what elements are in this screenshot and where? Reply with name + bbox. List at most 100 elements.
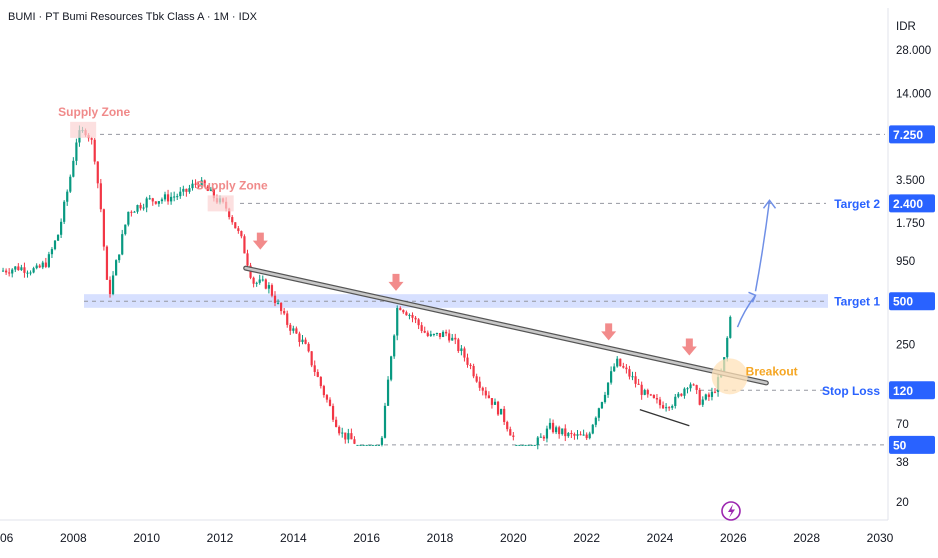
candle-body bbox=[173, 196, 176, 198]
candle-body bbox=[298, 333, 301, 342]
candle-body bbox=[307, 343, 310, 352]
target1-label: Target 1 bbox=[834, 295, 880, 309]
candle-body bbox=[240, 231, 243, 237]
overlay-layer: 7.250 50 Target 2 2.400 Target 1 500 Stop Loss… bbox=[58, 105, 935, 454]
candle-body bbox=[310, 351, 313, 366]
candle-body bbox=[683, 388, 686, 396]
candle-body bbox=[280, 302, 283, 312]
candle-body bbox=[469, 364, 472, 367]
tradingview-logo-icon[interactable] bbox=[721, 501, 741, 521]
candle-body bbox=[417, 319, 420, 326]
candle-body bbox=[512, 435, 515, 437]
candle-body bbox=[707, 394, 710, 397]
candle-body bbox=[359, 444, 362, 446]
candle-body bbox=[72, 160, 75, 177]
candle-body bbox=[341, 432, 344, 434]
candle-body bbox=[432, 333, 435, 335]
candle-body bbox=[487, 395, 490, 399]
candle-body bbox=[163, 194, 167, 200]
price-tick-label: 250 bbox=[896, 339, 915, 351]
candle-body bbox=[328, 399, 332, 406]
candle-body bbox=[154, 201, 157, 204]
candle-body bbox=[390, 356, 393, 380]
candle-body bbox=[264, 279, 267, 289]
candle-body bbox=[405, 312, 408, 316]
candle-body bbox=[509, 429, 512, 436]
candle-body bbox=[194, 183, 197, 185]
candle-body bbox=[160, 199, 164, 202]
price-tick-label: 14.000 bbox=[896, 88, 931, 100]
candle-body bbox=[548, 422, 552, 429]
candle-body bbox=[606, 382, 610, 395]
time-tick-label: 2030 bbox=[867, 531, 894, 545]
time-tick-label: 2010 bbox=[133, 531, 160, 545]
currency-label: IDR bbox=[896, 21, 916, 33]
candle-body bbox=[353, 439, 356, 444]
candle-body bbox=[197, 184, 200, 187]
resistance-trendline bbox=[244, 266, 768, 385]
time-tick-label: 2024 bbox=[647, 531, 674, 545]
candle-body bbox=[674, 396, 677, 406]
candle-body bbox=[69, 176, 72, 192]
candle-body bbox=[270, 285, 274, 296]
down-arrow-icon bbox=[601, 323, 617, 341]
candle-body bbox=[32, 268, 35, 273]
candle-body bbox=[20, 267, 23, 271]
breakout-circle bbox=[711, 358, 748, 395]
candle-body bbox=[295, 328, 298, 334]
candle-body bbox=[729, 316, 732, 338]
candle-body bbox=[414, 317, 417, 320]
candle-body bbox=[151, 198, 154, 202]
candle-body bbox=[490, 398, 494, 405]
candle-body bbox=[661, 405, 665, 409]
candle-body bbox=[701, 399, 704, 405]
time-tick-label: 2022 bbox=[573, 531, 600, 545]
projection-arrow-2 bbox=[754, 200, 771, 292]
candle-body bbox=[26, 272, 29, 274]
candle-body bbox=[402, 310, 405, 313]
candle-body bbox=[75, 142, 78, 161]
down-arrow-icon bbox=[388, 273, 404, 291]
chart-title: BUMI · PT Bumi Resources Tbk Class A · 1… bbox=[8, 11, 258, 23]
candle-body bbox=[105, 246, 109, 280]
candle-body bbox=[66, 191, 69, 202]
candle-body bbox=[206, 186, 209, 191]
candle-body bbox=[209, 189, 212, 191]
candle-body bbox=[671, 405, 674, 408]
price-tick-label: 3.500 bbox=[896, 175, 925, 187]
time-tick-label: 2028 bbox=[793, 531, 820, 545]
candle-body bbox=[634, 376, 637, 384]
candle-body bbox=[399, 308, 402, 311]
candle-body bbox=[567, 433, 570, 437]
candle-body bbox=[564, 428, 567, 437]
candle-body bbox=[371, 444, 374, 446]
candle-body bbox=[347, 433, 350, 440]
candle-body bbox=[203, 180, 206, 187]
target2-label: Target 2 bbox=[834, 197, 880, 211]
candle-body bbox=[142, 207, 145, 209]
candle-body bbox=[17, 266, 20, 271]
candle-body bbox=[38, 265, 41, 268]
candle-body bbox=[200, 180, 203, 187]
candle-body bbox=[99, 183, 102, 210]
candle-body bbox=[396, 308, 399, 336]
candle-body bbox=[365, 444, 368, 446]
candle-body bbox=[170, 196, 173, 202]
candle-body bbox=[625, 367, 628, 370]
time-tick-label: 2014 bbox=[280, 531, 307, 545]
time-tick-label: 2018 bbox=[427, 531, 454, 545]
candle-body bbox=[124, 224, 127, 235]
candle-body bbox=[451, 337, 454, 341]
candle-body bbox=[374, 444, 377, 446]
candle-body bbox=[597, 408, 600, 418]
candle-body bbox=[8, 272, 11, 274]
candle-body bbox=[322, 386, 325, 396]
candle-body bbox=[14, 266, 17, 270]
candle-body bbox=[115, 260, 118, 276]
candle-body bbox=[426, 332, 429, 336]
candle-body bbox=[555, 427, 558, 433]
